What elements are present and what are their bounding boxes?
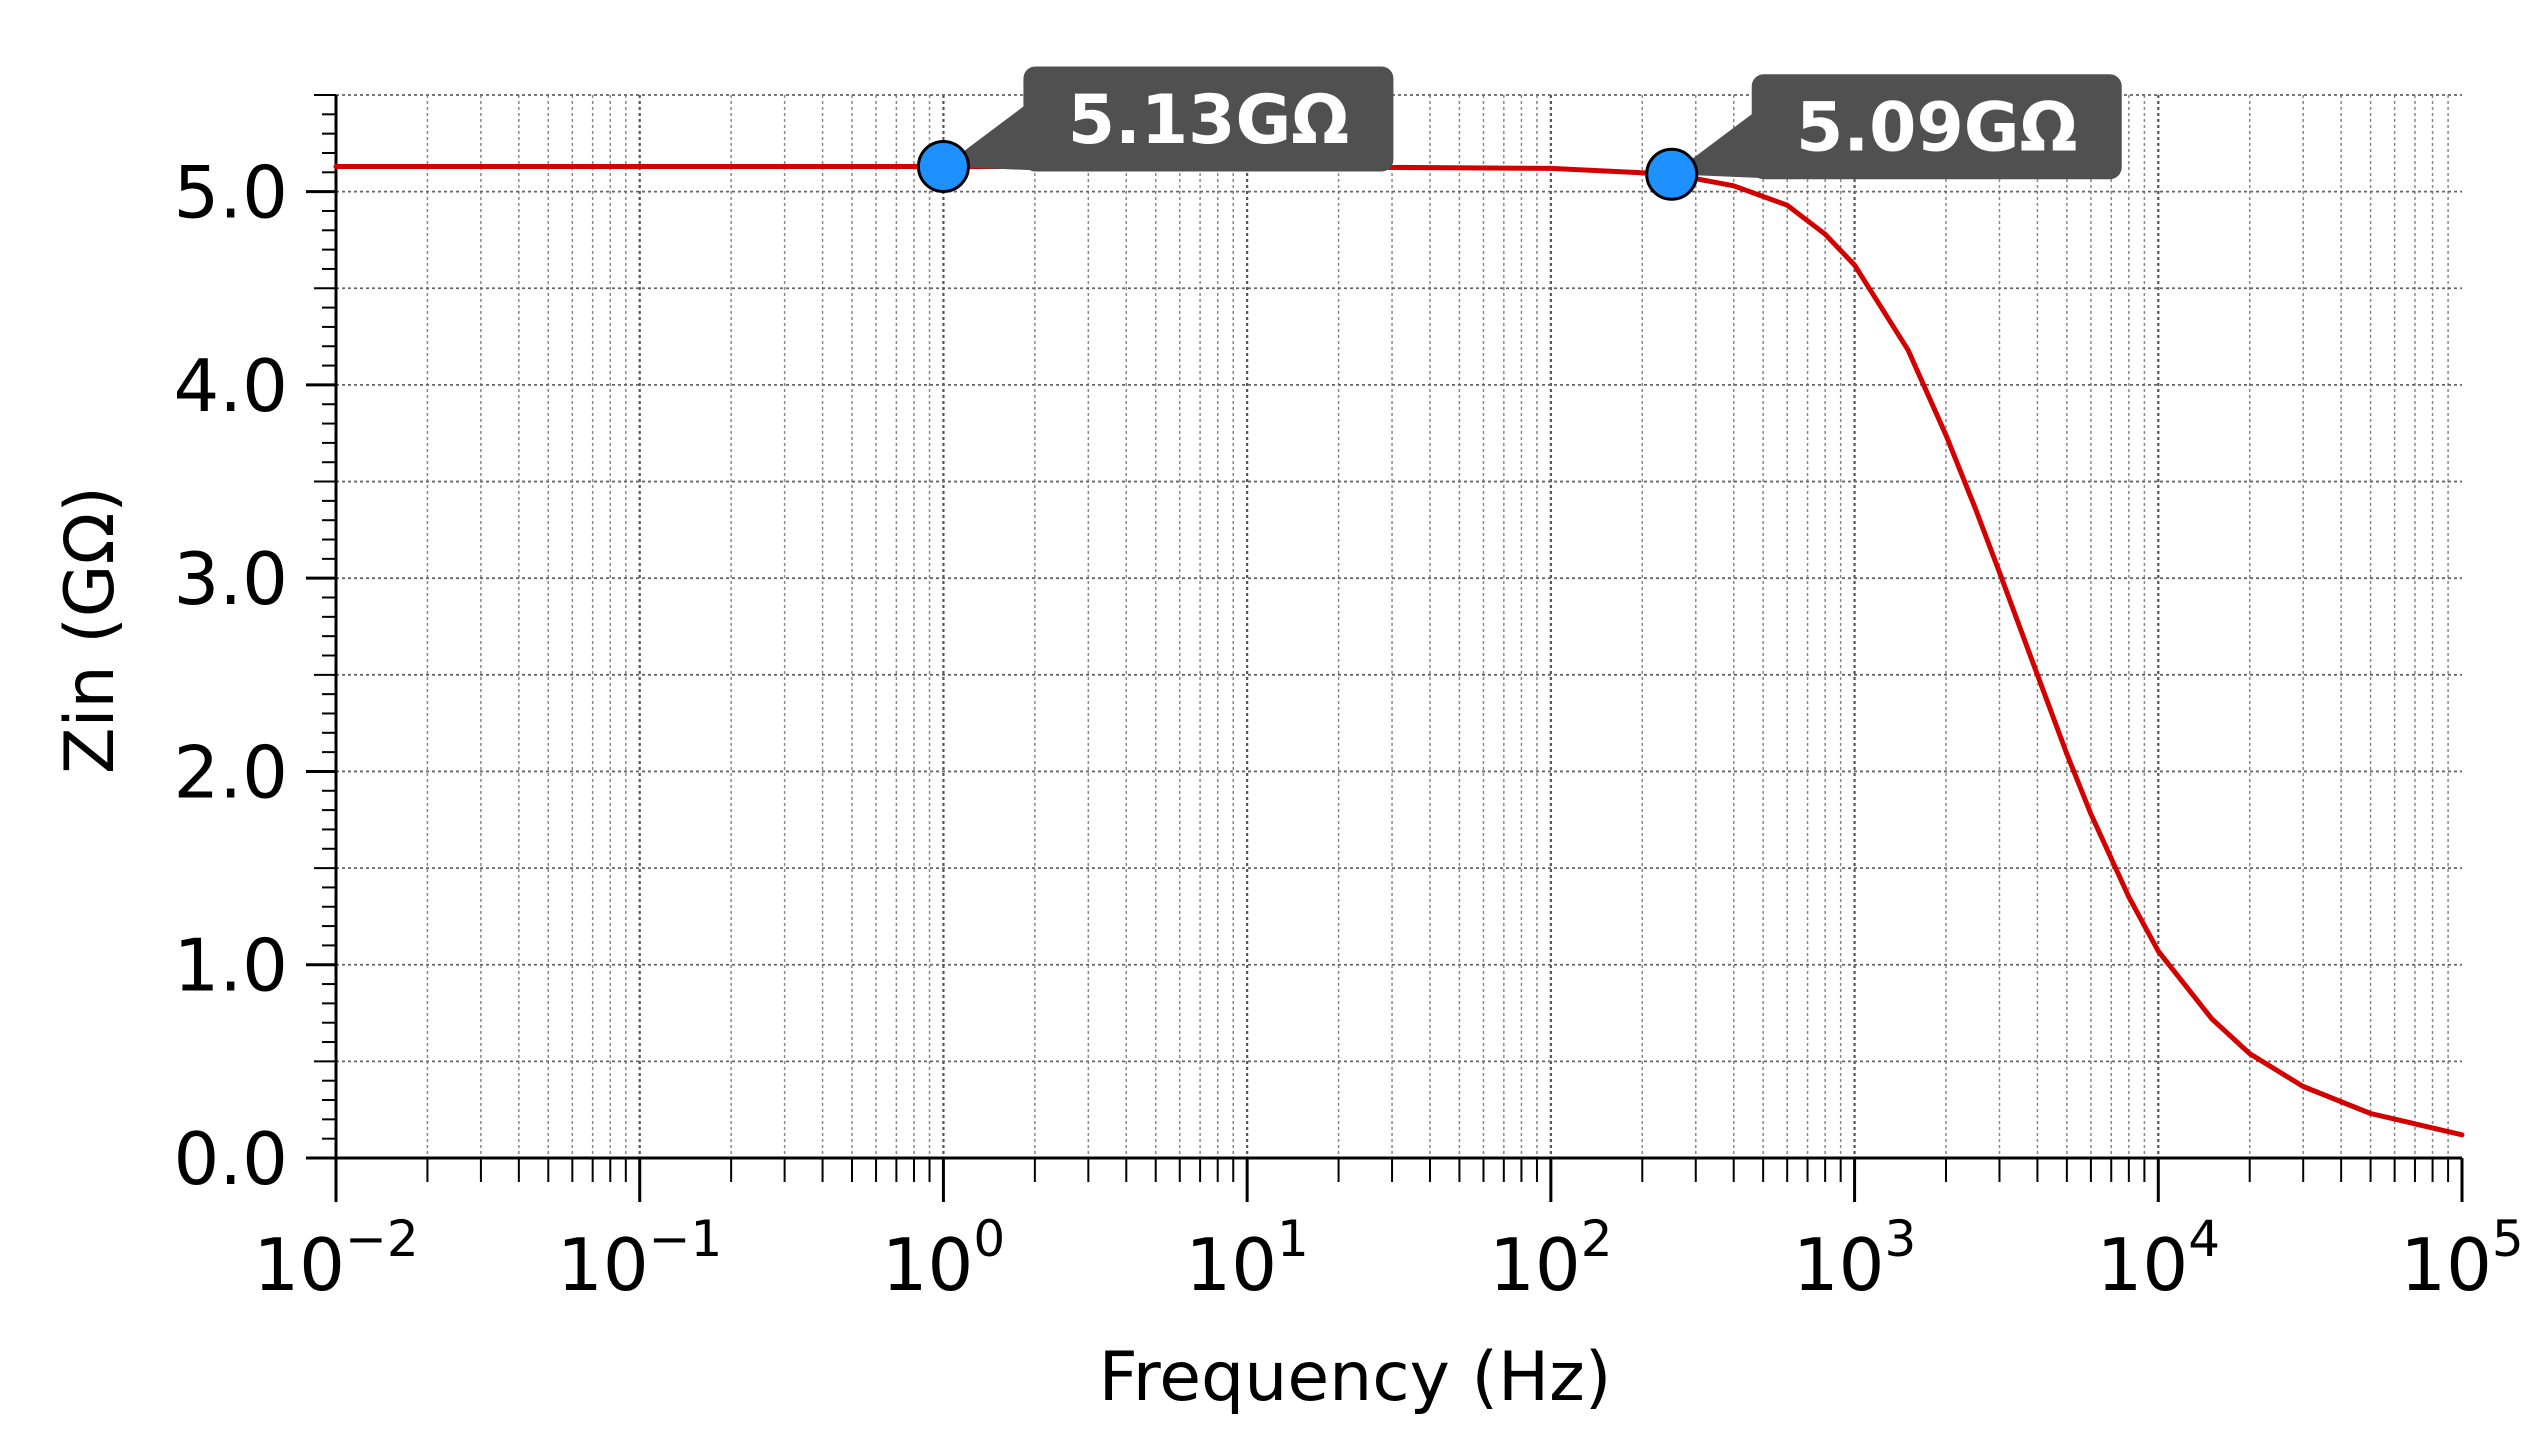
series [333,164,2465,1138]
annotations: 5.13GΩ 5.09GΩ [916,66,2122,201]
x-tick-exponent: 5 [2492,1210,2524,1268]
y-tick-labels: 0.0 1.0 2.0 3.0 4.0 5.0 [173,151,288,1201]
x-tick-base: 10 [2097,1223,2189,1307]
x-tick-base: 10 [253,1223,345,1307]
x-tick-label: 10−2 [253,1210,418,1307]
x-tick-exponent: 0 [973,1210,1005,1268]
minor-ticks [306,94,2464,1202]
x-tick-label: 102 [1489,1210,1612,1307]
annotation-box [1751,74,2122,180]
series-line [333,164,2465,1138]
y-tick-label: 0.0 [173,1117,288,1201]
x-tick-exponent: −1 [649,1210,723,1268]
y-tick-label: 5.0 [173,151,288,235]
x-tick-label: 101 [1185,1210,1308,1307]
x-tick-base: 10 [882,1223,974,1307]
x-tick-exponent: 1 [1277,1210,1309,1268]
annotation-marker [916,140,970,194]
x-tick-base: 10 [557,1223,649,1307]
annotation-marker [1645,147,1699,201]
annotation-label: 5.09GΩ [1796,89,2077,168]
x-tick-base: 10 [1489,1223,1581,1307]
x-tick-exponent: 4 [2188,1210,2220,1268]
annotation-label: 5.13GΩ [1068,81,1349,160]
grid [334,94,2462,1159]
x-tick-label: 100 [882,1210,1005,1307]
x-tick-base: 10 [2400,1223,2492,1307]
y-tick-label: 3.0 [173,537,288,621]
x-tick-label: 103 [1793,1210,1916,1307]
x-tick-labels: 10−2 10−1 100 101 102 103 104 105 [253,1210,2523,1307]
y-tick-label: 2.0 [173,730,288,814]
x-axis-title: Frequency (Hz) [1099,1338,1612,1417]
x-tick-exponent: 3 [1884,1210,1916,1268]
x-tick-label: 105 [2400,1210,2523,1307]
x-tick-base: 10 [1185,1223,1277,1307]
x-tick-label: 10−1 [557,1210,722,1307]
x-tick-base: 10 [1793,1223,1885,1307]
x-tick-label: 104 [2097,1210,2220,1307]
x-tick-exponent: 2 [1581,1210,1613,1268]
y-tick-label: 1.0 [173,924,288,1008]
y-axis-title: Zin (GΩ) [51,486,130,774]
y-tick-label: 4.0 [173,344,288,428]
annotation: 5.13GΩ [916,66,1394,194]
x-tick-exponent: −2 [345,1210,419,1268]
annotation: 5.09GΩ [1645,74,2122,201]
annotation-box [1023,66,1394,172]
